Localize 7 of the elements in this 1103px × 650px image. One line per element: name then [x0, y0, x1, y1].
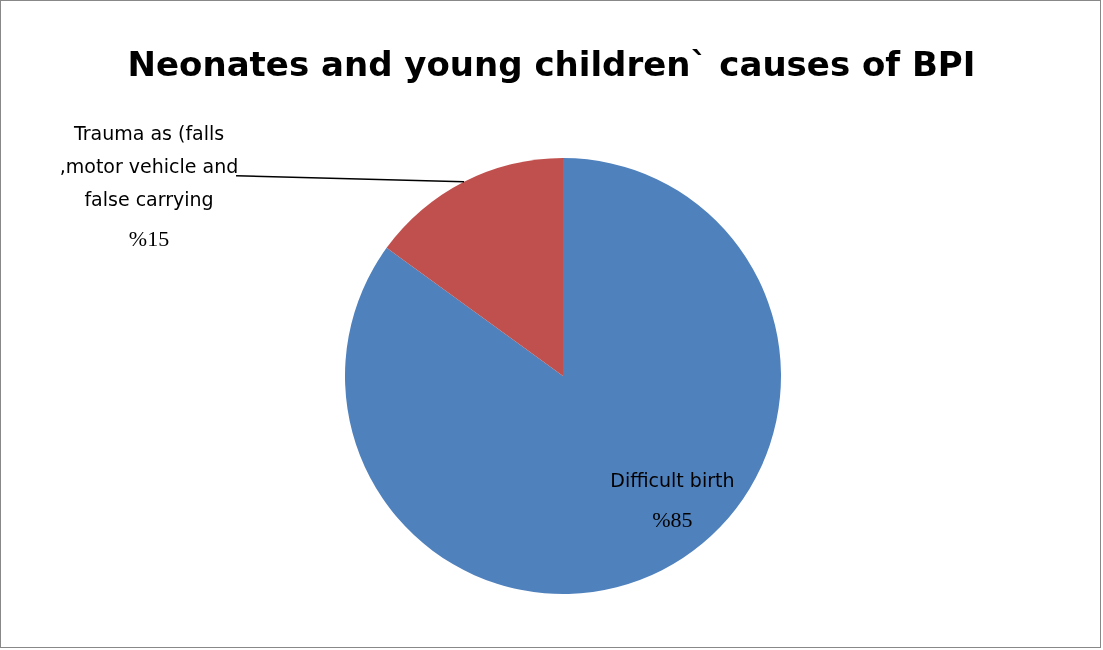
- data-label: %15: [128, 225, 170, 251]
- pie-slice: [386, 158, 563, 376]
- data-label: %85: [652, 506, 693, 532]
- chart-title: Neonates and young children` causes of BPI: [127, 44, 976, 84]
- slice-label: Trauma as (falls ,motor vehicle and false carrying: [59, 121, 239, 210]
- slice-label: Difficult birth: [610, 468, 735, 491]
- pie-slice: [345, 158, 781, 594]
